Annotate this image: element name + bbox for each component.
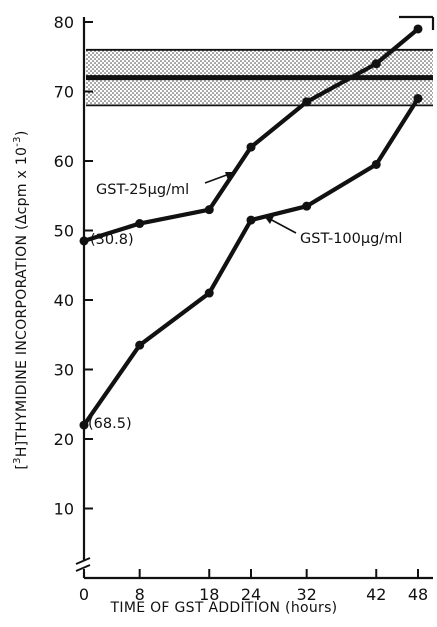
x-axis-title: TIME OF GST ADDITION (hours) <box>110 600 338 616</box>
value-label-gst-25-start: (30.8) <box>90 232 134 248</box>
y-tick-label-70: 70 <box>54 83 74 102</box>
y-axis-title: [3H]THYMIDINE INCORPORATION (Δcpm x 10-3… <box>12 130 30 469</box>
series-gst-25-label: GST-25µg/ml <box>96 182 189 198</box>
y-tick-label-60: 60 <box>54 152 74 171</box>
point-gst-100-8h <box>135 340 145 350</box>
axes <box>75 15 435 580</box>
point-gst-25-18h <box>204 205 214 215</box>
reference-band <box>86 48 433 107</box>
point-gst-100-24h <box>246 215 256 225</box>
y-axis-break-mark <box>75 557 91 572</box>
x-axis-ticks: 0 8 18 24 32 42 48 <box>79 569 428 604</box>
y-axis-ticks: 10 20 30 40 50 60 70 80 <box>54 13 93 519</box>
series-gst-25-arrowhead <box>225 172 235 180</box>
y-tick-label-30: 30 <box>54 361 74 380</box>
point-gst-100-48h <box>413 93 423 103</box>
series-gst-100-arrowhead <box>264 216 274 224</box>
value-label-gst-100-start: (68.5) <box>88 416 132 432</box>
y-tick-label-80: 80 <box>54 13 74 32</box>
point-gst-100-18h <box>204 288 214 298</box>
point-gst-25-8h <box>135 219 145 229</box>
point-gst-25-0h <box>79 236 89 246</box>
y-tick-label-50: 50 <box>54 222 74 241</box>
point-gst-25-42h <box>371 59 381 69</box>
x-tick-label-42: 42 <box>366 585 386 604</box>
point-gst-100-32h <box>302 201 312 211</box>
series-gst-100-arrow <box>267 217 297 234</box>
x-tick-label-18: 18 <box>199 585 219 604</box>
point-gst-25-24h <box>246 142 256 152</box>
x-tick-label-8: 8 <box>135 585 145 604</box>
point-gst-25-48h <box>413 24 423 34</box>
y-tick-label-40: 40 <box>54 291 74 310</box>
series-gst-25 <box>79 24 423 246</box>
series-gst-100-label: GST-100µg/ml <box>300 231 402 247</box>
series-gst-100 <box>79 93 423 430</box>
y-tick-label-10: 10 <box>54 500 74 519</box>
y-tick-label-20: 20 <box>54 430 74 449</box>
x-tick-label-24: 24 <box>241 585 261 604</box>
point-gst-25-32h <box>302 97 312 107</box>
x-tick-label-32: 32 <box>296 585 316 604</box>
x-tick-label-48: 48 <box>408 585 428 604</box>
point-gst-100-0h <box>79 420 89 430</box>
x-tick-label-0: 0 <box>79 585 89 604</box>
point-gst-100-42h <box>371 159 381 169</box>
